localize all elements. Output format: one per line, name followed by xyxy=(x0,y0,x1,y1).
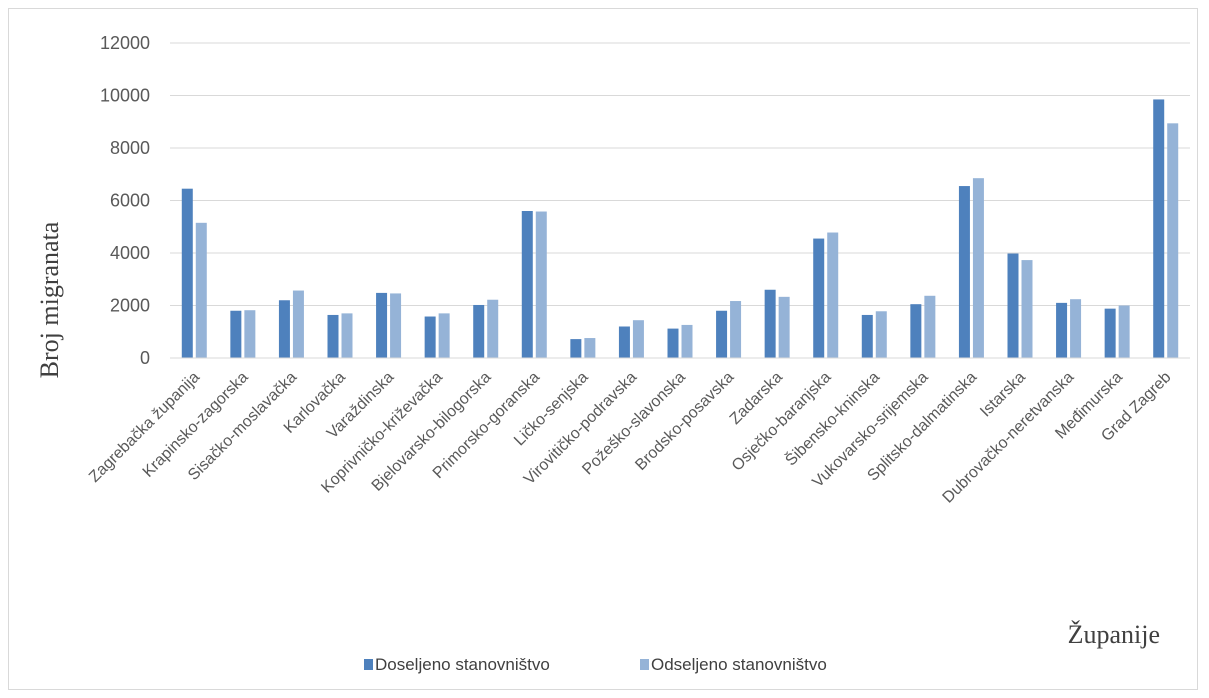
bar-doseljeno xyxy=(958,186,970,358)
bar-doseljeno xyxy=(1056,302,1068,358)
bar-doseljeno xyxy=(376,292,388,358)
bar-odseljeno xyxy=(487,299,499,358)
bar-doseljeno xyxy=(618,326,630,358)
y-tick-label: 6000 xyxy=(110,191,150,211)
y-tick-label: 10000 xyxy=(100,86,150,106)
bar-odseljeno xyxy=(827,232,839,358)
legend: Doseljeno stanovništvo Odseljeno stanovn… xyxy=(364,655,827,674)
bar-doseljeno xyxy=(327,314,339,358)
bar-doseljeno xyxy=(1104,308,1116,358)
bar-doseljeno xyxy=(910,304,922,358)
bar-odseljeno xyxy=(1167,123,1179,358)
bar-odseljeno xyxy=(195,222,207,358)
bar-doseljeno xyxy=(1007,253,1019,358)
gridlines xyxy=(170,42,1190,306)
bar-odseljeno xyxy=(390,293,402,358)
bar-odseljeno xyxy=(244,310,256,358)
bar-doseljeno xyxy=(521,211,533,358)
bar-doseljeno xyxy=(570,339,582,358)
y-axis-title: Broj migranata xyxy=(35,221,64,378)
bar-doseljeno xyxy=(230,310,242,358)
bar-doseljeno xyxy=(1153,99,1165,358)
bar-odseljeno xyxy=(875,311,887,358)
bar-doseljeno xyxy=(424,316,436,358)
bar-odseljeno xyxy=(778,296,790,358)
bar-odseljeno xyxy=(584,338,596,358)
bar-doseljeno xyxy=(473,304,485,358)
bar-doseljeno xyxy=(667,328,679,358)
y-tick-label: 12000 xyxy=(100,33,150,53)
bar-odseljeno xyxy=(1070,299,1082,358)
x-axis-ticks: Zagrebačka županijaKrapinsko-zagorskaSis… xyxy=(86,367,1175,506)
bar-odseljeno xyxy=(632,320,644,358)
bar-odseljeno xyxy=(730,301,742,358)
bar-doseljeno xyxy=(813,238,825,358)
y-tick-label: 4000 xyxy=(110,243,150,263)
bar-doseljeno xyxy=(716,310,728,358)
y-tick-label: 2000 xyxy=(110,296,150,316)
bar-odseljeno xyxy=(924,295,936,358)
legend-swatch-odseljeno xyxy=(640,659,649,670)
bar-doseljeno xyxy=(764,289,776,358)
bar-doseljeno xyxy=(181,188,193,358)
legend-label-odseljeno: Odseljeno stanovništvo xyxy=(651,655,827,674)
bar-odseljeno xyxy=(292,290,304,358)
x-axis-title: Županije xyxy=(1068,620,1160,649)
bar-odseljeno xyxy=(681,324,693,358)
legend-swatch-doseljeno xyxy=(364,659,373,670)
bar-odseljeno xyxy=(1118,305,1130,358)
y-tick-label: 0 xyxy=(140,348,150,368)
bar-odseljeno xyxy=(341,313,353,358)
bar-odseljeno xyxy=(438,313,450,358)
bar-odseljeno xyxy=(972,178,984,358)
y-axis-ticks: 0 2000 4000 6000 8000 10000 12000 xyxy=(100,33,150,368)
bars xyxy=(181,99,1179,358)
legend-label-doseljeno: Doseljeno stanovništvo xyxy=(375,655,550,674)
bar-odseljeno xyxy=(535,211,547,358)
y-tick-label: 8000 xyxy=(110,138,150,158)
bar-doseljeno xyxy=(278,300,290,358)
bar-odseljeno xyxy=(1021,260,1033,358)
bar-doseljeno xyxy=(861,314,873,358)
